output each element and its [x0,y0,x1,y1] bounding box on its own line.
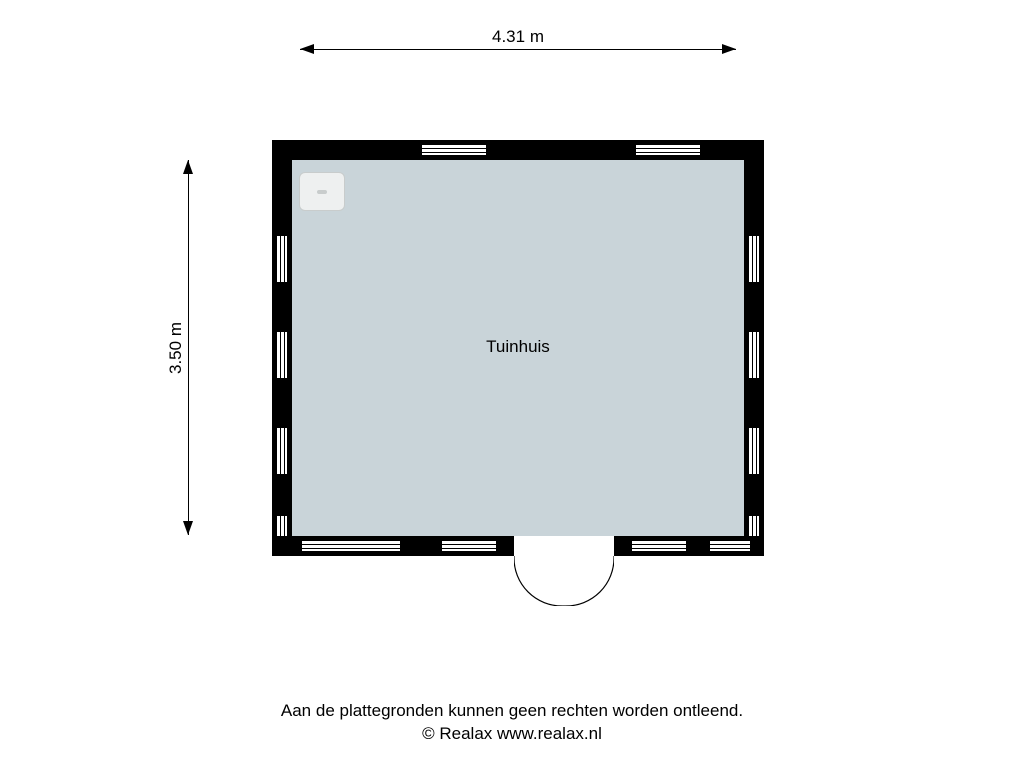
arrow-down-icon [183,521,193,535]
dimension-width: 4.31 m [300,49,736,50]
window [632,540,686,552]
sink-icon [299,172,345,211]
window [636,144,700,156]
window [302,540,400,552]
window [276,516,288,536]
door-icon [514,556,614,606]
window [276,332,288,378]
window [422,144,486,156]
dimension-height-label: 3.50 m [166,322,186,374]
dimension-height: 3.50 m [188,160,189,535]
footer-disclaimer: Aan de plattegronden kunnen geen rechten… [0,700,1024,723]
door-opening [514,536,614,556]
window [442,540,496,552]
window [748,236,760,282]
floorplan: Tuinhuis [272,140,764,556]
window [276,236,288,282]
room-label: Tuinhuis [486,337,550,357]
footer: Aan de plattegronden kunnen geen rechten… [0,700,1024,746]
arrow-right-icon [722,44,736,54]
window [748,516,760,536]
arrow-up-icon [183,160,193,174]
floorplan-canvas: 4.31 m 3.50 m Tuinhuis Aan de plattegron… [0,0,1024,768]
footer-copyright: © Realax www.realax.nl [0,723,1024,746]
arrow-left-icon [300,44,314,54]
window [748,428,760,474]
window [748,332,760,378]
dimension-width-label: 4.31 m [492,27,544,47]
window [276,428,288,474]
window [710,540,750,552]
